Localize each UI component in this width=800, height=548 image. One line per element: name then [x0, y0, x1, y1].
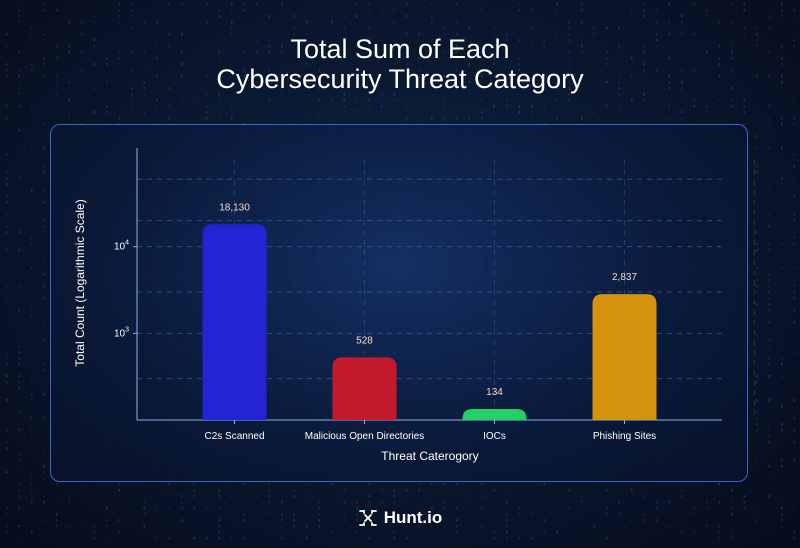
bar-value-label: 18,130 [219, 202, 250, 213]
bar-c2s-scanned [202, 224, 267, 420]
x-axis-label: Threat Caterogory [381, 449, 478, 463]
bar-iocs [462, 408, 527, 420]
hunt-logo-icon [358, 510, 377, 526]
y-tick-label: 103 [114, 326, 129, 339]
brand-logo: Hunt.io [0, 508, 800, 528]
x-tick-label: Phishing Sites [593, 431, 656, 442]
chart-title-line-2: Cybersecurity Threat Category [216, 64, 584, 94]
x-tick-label: Malicious Open Directories [305, 431, 425, 442]
chart-title-line-1: Total Sum of Each [290, 34, 510, 64]
y-axis-label: Total Count (Logarithmic Scale) [73, 199, 87, 366]
brand-name: Hunt.io [383, 508, 443, 527]
bar-phishing-sites [592, 294, 657, 420]
y-tick-label: 104 [114, 240, 129, 253]
bar-value-label: 134 [486, 387, 503, 398]
bar-value-label: 2,837 [612, 272, 637, 283]
chart-title: Total Sum of Each Cybersecurity Threat C… [0, 34, 800, 94]
bar-malicious-open-directories [332, 357, 397, 420]
x-tick-label: IOCs [483, 431, 506, 442]
x-tick-label: C2s Scanned [204, 431, 264, 442]
bar-value-label: 528 [356, 335, 373, 346]
